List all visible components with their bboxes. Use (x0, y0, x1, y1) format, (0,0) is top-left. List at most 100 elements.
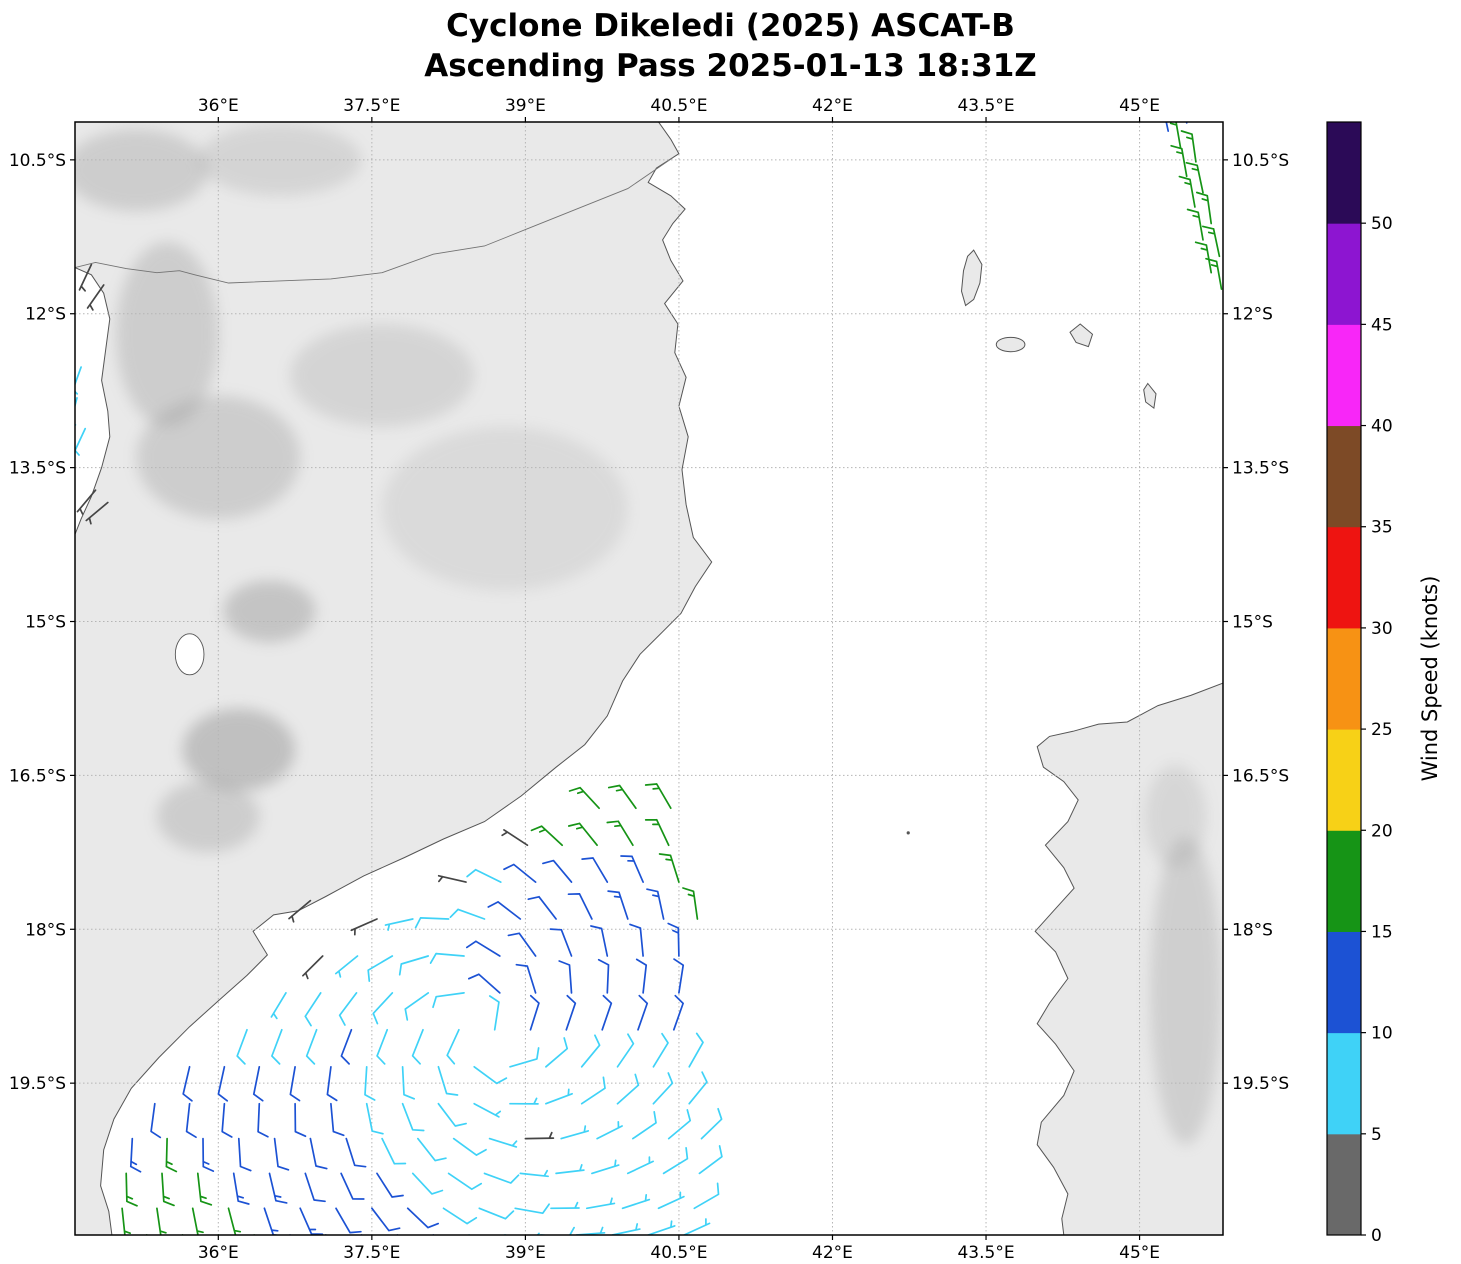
wind-barb (273, 1137, 290, 1171)
axis-tick-label-lat-left: 19.5°S (9, 1074, 66, 1094)
wind-barb (637, 994, 649, 1031)
terrain-shading (75, 123, 1222, 1145)
wind-barb (524, 1131, 555, 1140)
colorbar-tick-label: 20 (1371, 821, 1393, 841)
island-anjouan (1069, 323, 1094, 348)
wind-barb (294, 1102, 307, 1138)
wind-barb (507, 932, 537, 957)
wind-barb (330, 1102, 345, 1137)
wind-barb (580, 1034, 601, 1068)
axis-tick-label-lon-bottom: 42°E (812, 1243, 853, 1263)
wind-barb (503, 863, 537, 883)
axis-tick-label-lon-bottom: 45°E (1119, 1243, 1160, 1263)
wind-barb (447, 1172, 483, 1191)
wind-barb (580, 1076, 606, 1105)
wind-barb (411, 1172, 444, 1195)
wind-barb (483, 1172, 520, 1184)
wind-barb (304, 1172, 326, 1203)
wind-barb (232, 1172, 250, 1205)
wind-barb (449, 908, 486, 920)
wind-barb (334, 955, 359, 978)
axis-tick-label-lat-right: 12°S (1232, 305, 1273, 325)
wind-barb (365, 1102, 384, 1135)
terrain-patch (136, 395, 301, 519)
wind-barb (406, 1207, 440, 1229)
axis-tick-label-lat-right: 13.5°S (1232, 459, 1289, 479)
wind-barb (644, 783, 672, 810)
wind-barb (530, 825, 564, 847)
wind-barb (1169, 122, 1182, 149)
island-moheli (995, 336, 1026, 353)
axis-tick-label-lon-top: 37.5°E (343, 96, 400, 116)
wind-barb (384, 918, 414, 931)
wind-barb (626, 1156, 654, 1175)
colorbar-tick-label: 40 (1371, 417, 1393, 437)
wind-barb (335, 1207, 362, 1234)
wind-barbs-layer (75, 122, 1223, 1235)
country-border (75, 157, 674, 284)
wind-barb (601, 994, 613, 1031)
wind-barb (76, 489, 97, 515)
axis-tick-label-lat-right: 18°S (1232, 920, 1273, 940)
wind-barb (565, 994, 577, 1031)
wind-barb (545, 1037, 569, 1068)
wind-barb (252, 1065, 264, 1102)
wind-barb (488, 1137, 518, 1148)
wind-barb (411, 1028, 424, 1065)
wind-barb (165, 1137, 178, 1173)
terrain-patch (182, 708, 296, 791)
wind-barb (1178, 175, 1196, 208)
axis-tick-label-lon-top: 45°E (1119, 96, 1160, 116)
wind-barb (217, 1065, 229, 1102)
wind-barb (340, 1172, 365, 1200)
wind-barb (667, 1109, 692, 1140)
wind-barb (271, 1028, 283, 1065)
map-layer (75, 122, 1223, 1235)
wind-barb (432, 1234, 435, 1235)
wind-barb (606, 820, 634, 847)
terrain-patch (115, 241, 219, 427)
axis-tick-label-lon-top: 39°E (505, 96, 546, 116)
axis-tick-label-lon-top: 42°E (812, 96, 853, 116)
wind-barb (568, 786, 600, 810)
wind-barb (652, 1072, 674, 1105)
wind-barb (345, 1137, 367, 1168)
wind-barb (488, 995, 500, 1031)
wind-barb (237, 1137, 252, 1172)
wind-barb (662, 1146, 689, 1175)
wind-barb (611, 1223, 641, 1235)
wind-barb (509, 1097, 539, 1105)
wind-barb (429, 952, 465, 964)
wind-barb (376, 1172, 404, 1198)
wind-barb (682, 887, 699, 920)
wind-barb (698, 1145, 723, 1175)
wind-barb (156, 1207, 167, 1235)
wind-barb (376, 1028, 389, 1065)
wind-barb (432, 992, 465, 1009)
colorbar-segment (1327, 1133, 1361, 1236)
colorbar-segment (1327, 425, 1361, 528)
wind-barb (560, 1125, 590, 1140)
wind-barb (519, 1169, 549, 1178)
axis-tick-label-lon-bottom: 43.5°E (957, 1243, 1014, 1263)
wind-barb (596, 1120, 623, 1140)
wind-barb (673, 958, 685, 994)
wind-barb (644, 818, 670, 847)
wind-barb (437, 874, 467, 883)
wind-barb (268, 1172, 288, 1204)
wind-barb (652, 1032, 669, 1068)
wind-barb (145, 1234, 148, 1235)
wind-barb (672, 994, 684, 1031)
wind-barb (371, 1207, 401, 1232)
wind-barb (404, 992, 430, 1021)
colorbar-tick-label: 35 (1371, 518, 1393, 538)
wind-barb (150, 1102, 162, 1139)
colorbar-segment (1327, 931, 1361, 1034)
plot-frame (74, 121, 1224, 1236)
wind-barb (326, 1065, 338, 1102)
axis-tick-label-lon-top: 36°E (198, 96, 239, 116)
wind-barb (288, 899, 312, 923)
wind-barb (442, 1207, 478, 1225)
